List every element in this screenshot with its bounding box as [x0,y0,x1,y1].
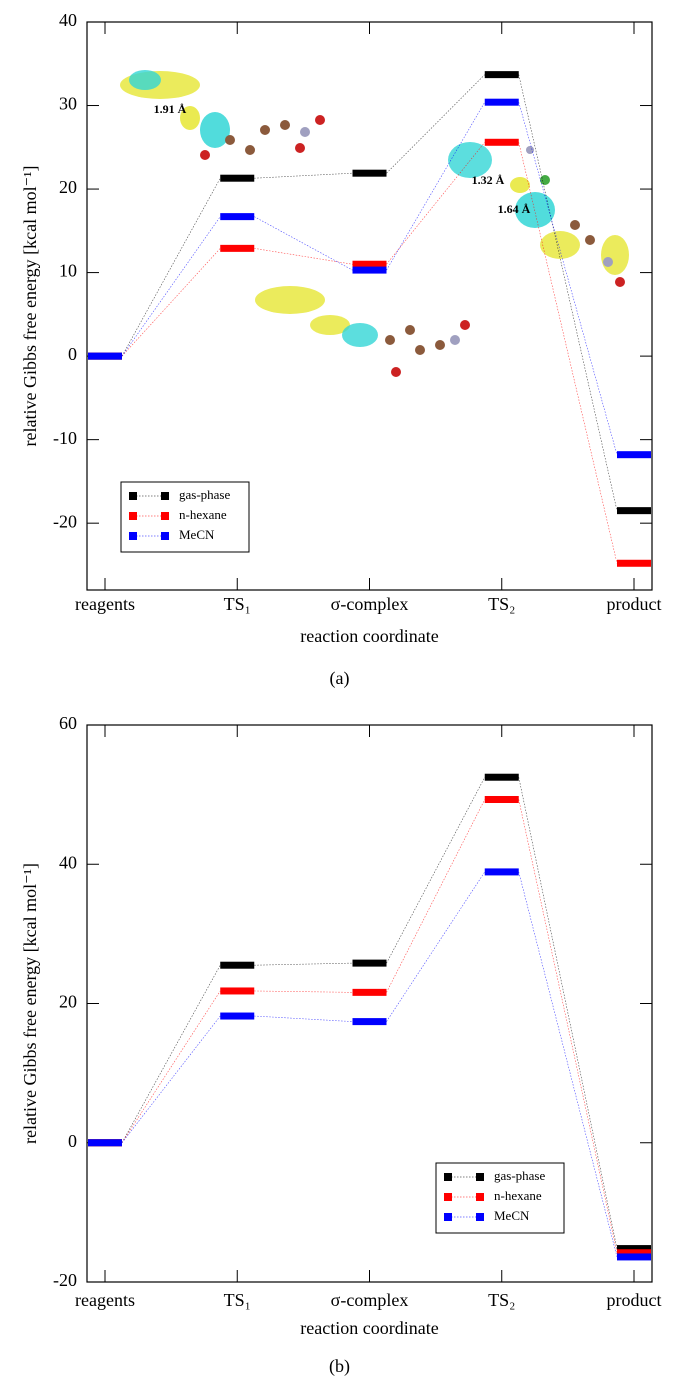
y-tick-label: 40 [59,852,77,872]
x-tick-label: TS₂ [488,594,515,614]
connector [519,75,617,511]
connector [254,991,352,992]
energy-level [220,1013,254,1020]
connector [122,991,220,1143]
legend-label: gas-phase [179,487,230,502]
connector [254,248,352,264]
y-tick-label: -10 [53,428,77,448]
connector [122,248,220,356]
energy-level [220,987,254,994]
legend-marker [444,1173,452,1181]
legend-marker [476,1173,484,1181]
legend-marker [161,492,169,500]
x-tick-label: reagents [75,594,135,614]
energy-level [220,175,254,182]
energy-level [353,1018,387,1025]
y-axis-label: relative Gibbs free energy [kcal mol⁻¹] [20,863,40,1144]
energy-level [220,245,254,252]
energy-level [485,774,519,781]
annotation: 1.91 Å [154,102,187,116]
legend-marker [129,532,137,540]
legend-marker [444,1213,452,1221]
energy-level [617,1253,651,1260]
x-tick-label: TS₁ [224,1290,251,1310]
x-tick-label: product [607,1290,662,1310]
legend-marker [476,1213,484,1221]
y-tick-label: 0 [68,344,77,364]
connector [254,963,352,965]
connector [254,1016,352,1022]
x-tick-label: TS₁ [224,594,251,614]
y-tick-label: 20 [59,992,77,1012]
connector [387,102,485,270]
x-tick-label: reagents [75,1290,135,1310]
x-tick-label: σ-complex [331,1290,409,1310]
connector [387,142,485,264]
connector [254,173,352,178]
annotation: 1.32 Å [472,173,505,187]
y-tick-label: 30 [59,94,77,114]
connector [122,965,220,1143]
energy-level [88,353,122,360]
connector [387,777,485,963]
energy-level [353,170,387,177]
y-tick-label: -20 [53,511,77,531]
y-tick-label: -20 [53,1270,77,1290]
y-tick-label: 0 [68,1131,77,1151]
energy-level [485,71,519,78]
y-axis-label: relative Gibbs free energy [kcal mol⁻¹] [20,166,40,447]
legend-label: MeCN [494,1208,530,1223]
legend-marker [476,1193,484,1201]
connector [122,178,220,356]
energy-level [353,267,387,274]
legend-marker [161,512,169,520]
molecule-illustrations [120,70,629,377]
energy-level [353,960,387,967]
energy-level [617,507,651,514]
x-tick-label: TS₂ [488,1290,515,1310]
x-tick-label: σ-complex [331,594,409,614]
energy-level [617,451,651,458]
connector [387,799,485,992]
legend-marker [444,1193,452,1201]
energy-level [617,560,651,567]
x-axis-label: reaction coordinate [300,626,438,646]
caption: (a) [330,668,350,689]
x-axis-label: reaction coordinate [300,1318,438,1338]
legend-label: MeCN [179,527,215,542]
legend-marker [161,532,169,540]
energy-level [485,796,519,803]
molecule-sigma [255,286,470,377]
energy-level [485,868,519,875]
legend-marker [129,492,137,500]
figure: -20 -10 0 10 20 30 40 reagents TS₁ σ-complex TS₂ pr… [0,0,673,1387]
legend-marker [129,512,137,520]
connector [519,102,617,454]
energy-level [353,989,387,996]
y-tick-label: 60 [59,713,77,733]
annotation: 1.64 Å [498,202,531,216]
energy-level [485,99,519,106]
molecule-ts1 [120,70,325,160]
energy-level [220,962,254,969]
energy-level [220,213,254,220]
legend-label: n-hexane [494,1188,542,1203]
caption: (b) [329,1356,350,1377]
y-tick-label: 40 [59,10,77,30]
legend-label: n-hexane [179,507,227,522]
y-tick-label: 10 [59,261,77,281]
connector [387,872,485,1022]
y-tick-label: 20 [59,177,77,197]
connector [122,1016,220,1143]
legend-label: gas-phase [494,1168,545,1183]
connector [122,217,220,356]
plot-frame [87,725,652,1282]
x-tick-label: product [607,594,662,614]
energy-level [485,139,519,146]
energy-level [88,1139,122,1146]
molecule-ts2 [448,142,629,287]
